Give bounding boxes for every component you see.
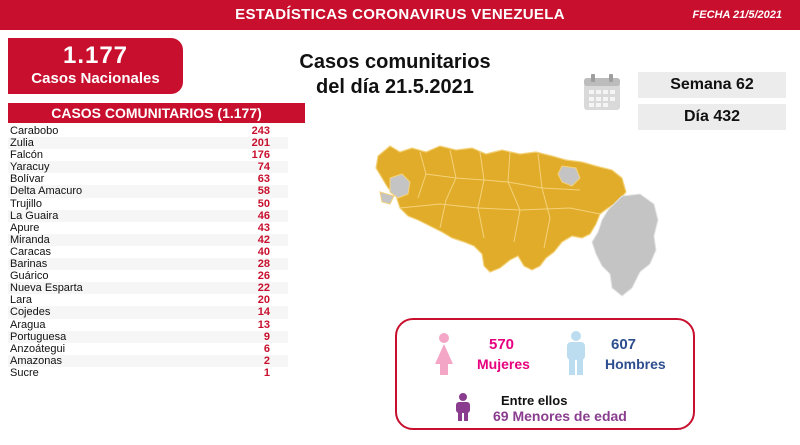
map-region-gray-east (557, 165, 581, 187)
table-row: Sucre 1 (8, 367, 288, 379)
state-name: Falcón (10, 149, 44, 162)
state-cases: 74 (257, 161, 270, 174)
table-row: Miranda 42 (8, 233, 288, 246)
state-cases: 201 (251, 137, 270, 150)
state-cases: 42 (257, 233, 270, 246)
state-name: Portuguesa (10, 330, 67, 343)
table-row: Portuguesa 9 (8, 330, 288, 343)
table-row: Delta Amacuro 58 (8, 185, 288, 198)
state-name: Zulia (10, 137, 34, 150)
state-cases: 40 (257, 245, 270, 258)
map-region-gray-guayana (591, 193, 659, 297)
table-row: Barinas 28 (8, 258, 288, 271)
national-cases-label: Casos Nacionales (31, 70, 160, 87)
table-row: Amazonas 2 (8, 354, 288, 367)
state-cases: 2 (263, 354, 270, 367)
state-cases: 1 (263, 366, 270, 379)
state-name: Bolívar (10, 173, 45, 186)
table-row: Trujillo 50 (8, 198, 288, 210)
state-cases: 9 (263, 330, 270, 343)
minors-count: 69 Menores de edad (493, 408, 627, 424)
state-cases: 20 (257, 294, 270, 307)
state-cases: 43 (257, 221, 270, 234)
state-cases: 14 (257, 306, 270, 319)
table-row: Nueva Esparta 22 (8, 282, 288, 295)
state-name: Lara (10, 294, 33, 307)
state-name: Miranda (10, 233, 50, 246)
state-cases: 28 (257, 258, 270, 271)
table-row: Zulia 201 (8, 137, 288, 150)
banner-title: ESTADÍSTICAS CORONAVIRUS VENEZUELA (235, 6, 565, 23)
national-cases-box: 1.177 Casos Nacionales (8, 38, 183, 94)
state-cases: 22 (257, 282, 270, 295)
state-name: Guárico (10, 270, 49, 283)
table-row: Carabobo 243 (8, 125, 288, 137)
national-cases-value: 1.177 (62, 42, 129, 69)
male-label: Hombres (605, 356, 666, 372)
headline-line1: Casos comunitarios (299, 51, 491, 73)
state-name: Cojedes (10, 306, 51, 319)
state-cases: 176 (251, 149, 270, 162)
top-banner: ESTADÍSTICAS CORONAVIRUS VENEZUELA FECHA… (0, 0, 800, 30)
state-name: Anzoátegui (10, 342, 66, 355)
state-name: Caracas (10, 245, 51, 258)
table-row: Guárico 26 (8, 270, 288, 282)
male-count: 607 (611, 336, 637, 353)
headline: Casos comunitarios del día 21.5.2021 (275, 50, 515, 100)
among-label: Entre ellos (501, 393, 568, 408)
male-person-icon (567, 331, 585, 375)
state-cases: 243 (251, 125, 270, 137)
table-row: Lara 20 (8, 294, 288, 306)
gender-panel: 570 Mujeres 607 Hombres Entre ellos 69 M… (395, 318, 695, 430)
state-cases: 46 (257, 209, 270, 222)
table-row: Falcón 176 (8, 149, 288, 161)
venezuela-map (375, 145, 659, 297)
table-row: Yaracuy 74 (8, 161, 288, 174)
state-cases: 63 (257, 173, 270, 186)
day-counter: Día 432 (638, 104, 786, 130)
state-cases: 58 (257, 185, 270, 198)
state-cases: 26 (257, 270, 270, 283)
table-row: Apure 43 (8, 222, 288, 234)
table-row: Anzoátegui 6 (8, 343, 288, 355)
map-region-gray-west (389, 173, 411, 199)
table-row: Bolívar 63 (8, 173, 288, 185)
map-region-gray-small (379, 191, 395, 205)
state-name: La Guaira (10, 209, 59, 222)
state-cases: 6 (263, 342, 270, 355)
state-cases: 50 (257, 197, 270, 210)
state-name: Yaracuy (10, 161, 50, 174)
table-row: Aragua 13 (8, 319, 288, 331)
state-name: Amazonas (10, 354, 62, 367)
female-count: 570 (489, 336, 515, 353)
female-label: Mujeres (477, 356, 530, 372)
state-name: Aragua (10, 318, 46, 331)
headline-line2: del día 21.5.2021 (316, 76, 474, 98)
state-name: Trujillo (10, 197, 42, 210)
table-row: Caracas 40 (8, 246, 288, 258)
table-row: Cojedes 14 (8, 306, 288, 319)
table-row: La Guaira 46 (8, 209, 288, 222)
state-name: Delta Amacuro (10, 185, 83, 198)
state-name: Sucre (10, 366, 39, 379)
child-person-icon (456, 393, 470, 421)
state-name: Carabobo (10, 125, 59, 137)
female-person-icon (435, 333, 453, 375)
state-name: Nueva Esparta (10, 282, 83, 295)
week-counter: Semana 62 (638, 72, 786, 98)
community-cases-table: Carabobo 243 Zulia 201 Falcón 176 Yaracuy 74 Bol… (8, 125, 288, 379)
calendar-icon (584, 74, 620, 110)
state-cases: 13 (257, 318, 270, 331)
state-name: Barinas (10, 258, 48, 271)
state-name: Apure (10, 221, 40, 234)
community-cases-header: CASOS COMUNITARIOS (1.177) (8, 103, 305, 123)
banner-date: FECHA 21/5/2021 (692, 9, 782, 21)
